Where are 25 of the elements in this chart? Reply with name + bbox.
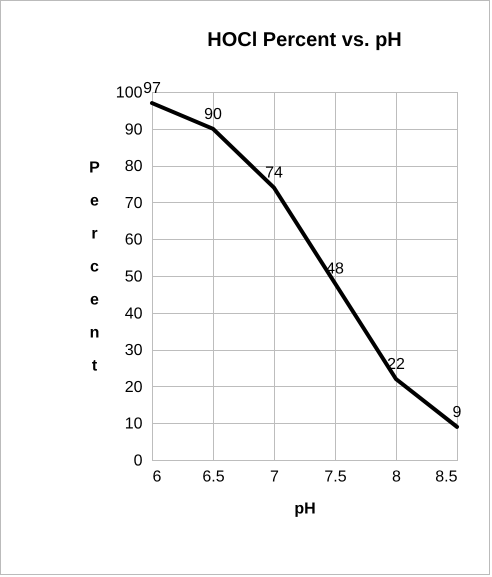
x-tick-label: 7.5 [324,468,347,486]
y-tick-label: 30 [124,342,143,360]
y-tick-label: 90 [124,121,143,138]
x-tick-label: 8 [392,468,402,486]
y-tick-label: 60 [124,232,143,249]
y-axis-title: Percent [89,160,100,374]
data-label: 97 [143,80,161,98]
x-axis-title: pH [294,500,316,518]
data-label: 74 [265,164,283,182]
x-tick-label: 6 [152,468,162,486]
data-label: 90 [204,106,222,123]
data-label: 9 [452,404,462,421]
x-tick-label: 8.5 [435,468,458,486]
y-tick-label: 70 [124,194,143,212]
y-tick-label: 40 [124,305,143,322]
y-tick-label: 100 [116,84,143,102]
line-series [150,101,459,429]
chart-title: HOCl Percent vs. pH [207,29,402,52]
x-tick-label: 7 [270,468,280,486]
y-tick-label: 20 [124,378,143,396]
y-tick-label: 50 [124,268,143,286]
y-tick-label: 10 [124,416,143,433]
y-tick-label: 80 [124,158,143,176]
y-tick-label: 0 [134,452,143,470]
x-tick-label: 6.5 [202,468,225,486]
